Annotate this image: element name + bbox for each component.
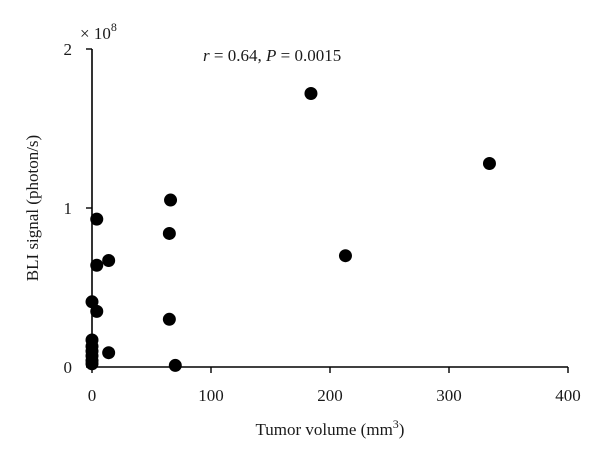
x-ticks: 0 100 200 300 400	[88, 367, 581, 405]
correlation-annotation: r = 0.64, P = 0.0015	[203, 46, 341, 65]
y-tick-label: 2	[64, 40, 73, 59]
data-point	[304, 87, 318, 101]
x-tick-label: 0	[88, 386, 97, 405]
data-point	[162, 226, 176, 240]
y-multiplier-label: × 108	[80, 20, 117, 43]
data-point	[168, 358, 182, 372]
data-points	[85, 87, 496, 372]
y-ticks: 0 1 2	[64, 40, 92, 377]
data-point	[482, 156, 496, 170]
y-tick-label: 0	[64, 358, 73, 377]
x-tick-label: 400	[555, 386, 581, 405]
x-tick-label: 300	[436, 386, 462, 405]
data-point	[90, 212, 104, 226]
data-point	[338, 249, 352, 263]
x-tick-label: 100	[198, 386, 224, 405]
data-point	[85, 333, 99, 347]
data-point	[90, 304, 104, 318]
data-point	[90, 258, 104, 272]
data-point	[164, 193, 178, 207]
axes: 0 100 200 300 400 0 1 2	[64, 40, 581, 405]
data-point	[102, 346, 116, 360]
x-axis-title: Tumor volume (mm3)	[256, 417, 405, 439]
data-point	[102, 253, 116, 267]
data-point	[162, 312, 176, 326]
y-tick-label: 1	[64, 199, 73, 218]
y-axis-title: BLI signal (photon/s)	[23, 135, 42, 281]
x-tick-label: 200	[317, 386, 343, 405]
